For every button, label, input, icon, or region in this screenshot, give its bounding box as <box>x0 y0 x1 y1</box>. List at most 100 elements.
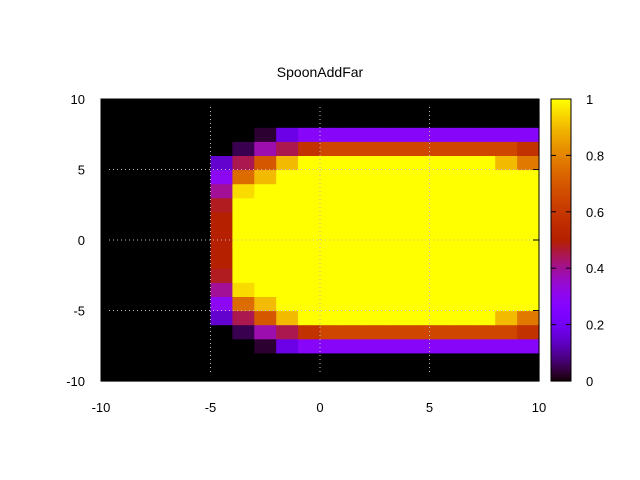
heatmap-cell <box>320 282 343 297</box>
heatmap-cell <box>122 183 146 199</box>
y-tick-label: 5 <box>78 163 85 178</box>
heatmap-cell <box>232 155 255 171</box>
heatmap-cell <box>320 99 343 114</box>
heatmap-cell <box>210 324 233 340</box>
colorbar-band <box>551 263 571 267</box>
heatmap-cell <box>232 282 255 297</box>
heatmap-cell <box>298 155 321 171</box>
heatmap-cell <box>298 268 321 283</box>
colorbar-band <box>551 265 571 269</box>
colorbar-band <box>551 301 571 305</box>
heatmap-cell <box>144 197 168 213</box>
colorbar-band <box>551 190 571 194</box>
heatmap-cell <box>363 211 387 227</box>
heatmap-cell <box>451 338 474 354</box>
colorbar-band <box>551 169 571 173</box>
heatmap-cell <box>320 183 343 199</box>
heatmap-cell <box>276 366 299 382</box>
colorbar-band <box>551 150 571 154</box>
heatmap-cell <box>254 366 277 382</box>
heatmap-cell <box>495 197 518 213</box>
colorbar-band <box>551 305 571 309</box>
heatmap-cell <box>298 211 321 227</box>
heatmap-cell <box>188 310 212 326</box>
heatmap-cell <box>473 197 496 213</box>
heatmap-cell <box>188 225 212 241</box>
colorbar-band <box>551 181 571 185</box>
heatmap-cell <box>122 268 146 283</box>
colorbar-band <box>551 279 571 283</box>
heatmap-cell <box>276 169 299 185</box>
heatmap-cell <box>320 197 343 213</box>
x-tick-label: -10 <box>92 400 111 415</box>
colorbar-band <box>551 176 571 180</box>
heatmap-cell <box>232 183 255 199</box>
colorbar-frame <box>550 98 572 382</box>
heatmap-cell <box>320 366 343 382</box>
heatmap-cell <box>320 127 343 142</box>
heatmap-cell <box>341 240 365 255</box>
colorbar-band <box>551 331 571 335</box>
heatmap-cell <box>232 296 255 312</box>
heatmap-cell <box>473 282 496 297</box>
heatmap-cell <box>385 240 409 255</box>
heatmap-cell <box>429 338 452 354</box>
heatmap-cell <box>254 127 277 142</box>
heatmap-cell <box>254 197 277 213</box>
heatmap-cell <box>363 99 387 114</box>
heatmap-cell <box>385 127 409 142</box>
heatmap-cell <box>232 99 255 114</box>
heatmap-cell <box>407 225 431 241</box>
heatmap-cell <box>341 324 365 340</box>
heatmap-cell <box>254 240 277 255</box>
heatmap-cell <box>276 99 299 114</box>
heatmap-cell <box>101 254 124 269</box>
colorbar-band <box>551 178 571 182</box>
heatmap-cell <box>385 141 409 156</box>
heatmap-cell <box>210 127 233 142</box>
heatmap-cell <box>320 310 343 326</box>
heatmap-cell <box>210 183 233 199</box>
colorbar-band <box>551 261 571 265</box>
heatmap-cell <box>210 169 233 185</box>
colorbar-band <box>551 113 571 117</box>
heatmap-cell <box>385 113 409 128</box>
heatmap-cell <box>407 211 431 227</box>
heatmap-cell <box>144 352 168 368</box>
heatmap-cell <box>495 225 518 241</box>
heatmap-cell <box>122 254 146 269</box>
heatmap-cell <box>276 338 299 354</box>
colorbar-band <box>551 352 571 356</box>
heatmap-cell <box>276 268 299 283</box>
heatmap-cell <box>385 155 409 171</box>
heatmap-cell <box>495 366 518 382</box>
colorbar-band <box>551 287 571 290</box>
colorbar-band <box>551 378 571 382</box>
heatmap-cell <box>298 352 321 368</box>
heatmap-cell <box>298 296 321 312</box>
heatmap-cell <box>495 268 518 283</box>
colorbar-band <box>551 117 571 121</box>
heatmap-cell <box>517 99 540 114</box>
colorbar-band <box>551 329 571 333</box>
heatmap-cell <box>495 113 518 128</box>
colorbar-band <box>551 345 571 349</box>
heatmap-cell <box>232 268 255 283</box>
heatmap-cell <box>385 197 409 213</box>
heatmap-cell <box>363 338 387 354</box>
heatmap-cell <box>276 127 299 142</box>
colorbar-band <box>551 195 571 199</box>
heatmap-cell <box>429 366 452 382</box>
heatmap-cell <box>144 127 168 142</box>
heatmap-cell <box>341 225 365 241</box>
heatmap-cell <box>254 211 277 227</box>
heatmap-cell <box>166 197 190 213</box>
heatmap-cell <box>385 296 409 312</box>
heatmap-cell <box>495 169 518 185</box>
heatmap-cell <box>407 296 431 312</box>
heatmap-cell <box>144 99 168 114</box>
heatmap-cell <box>517 240 540 255</box>
colorbar-band <box>551 171 571 175</box>
y-tick-label: -5 <box>73 304 85 319</box>
heatmap-cell <box>122 310 146 326</box>
